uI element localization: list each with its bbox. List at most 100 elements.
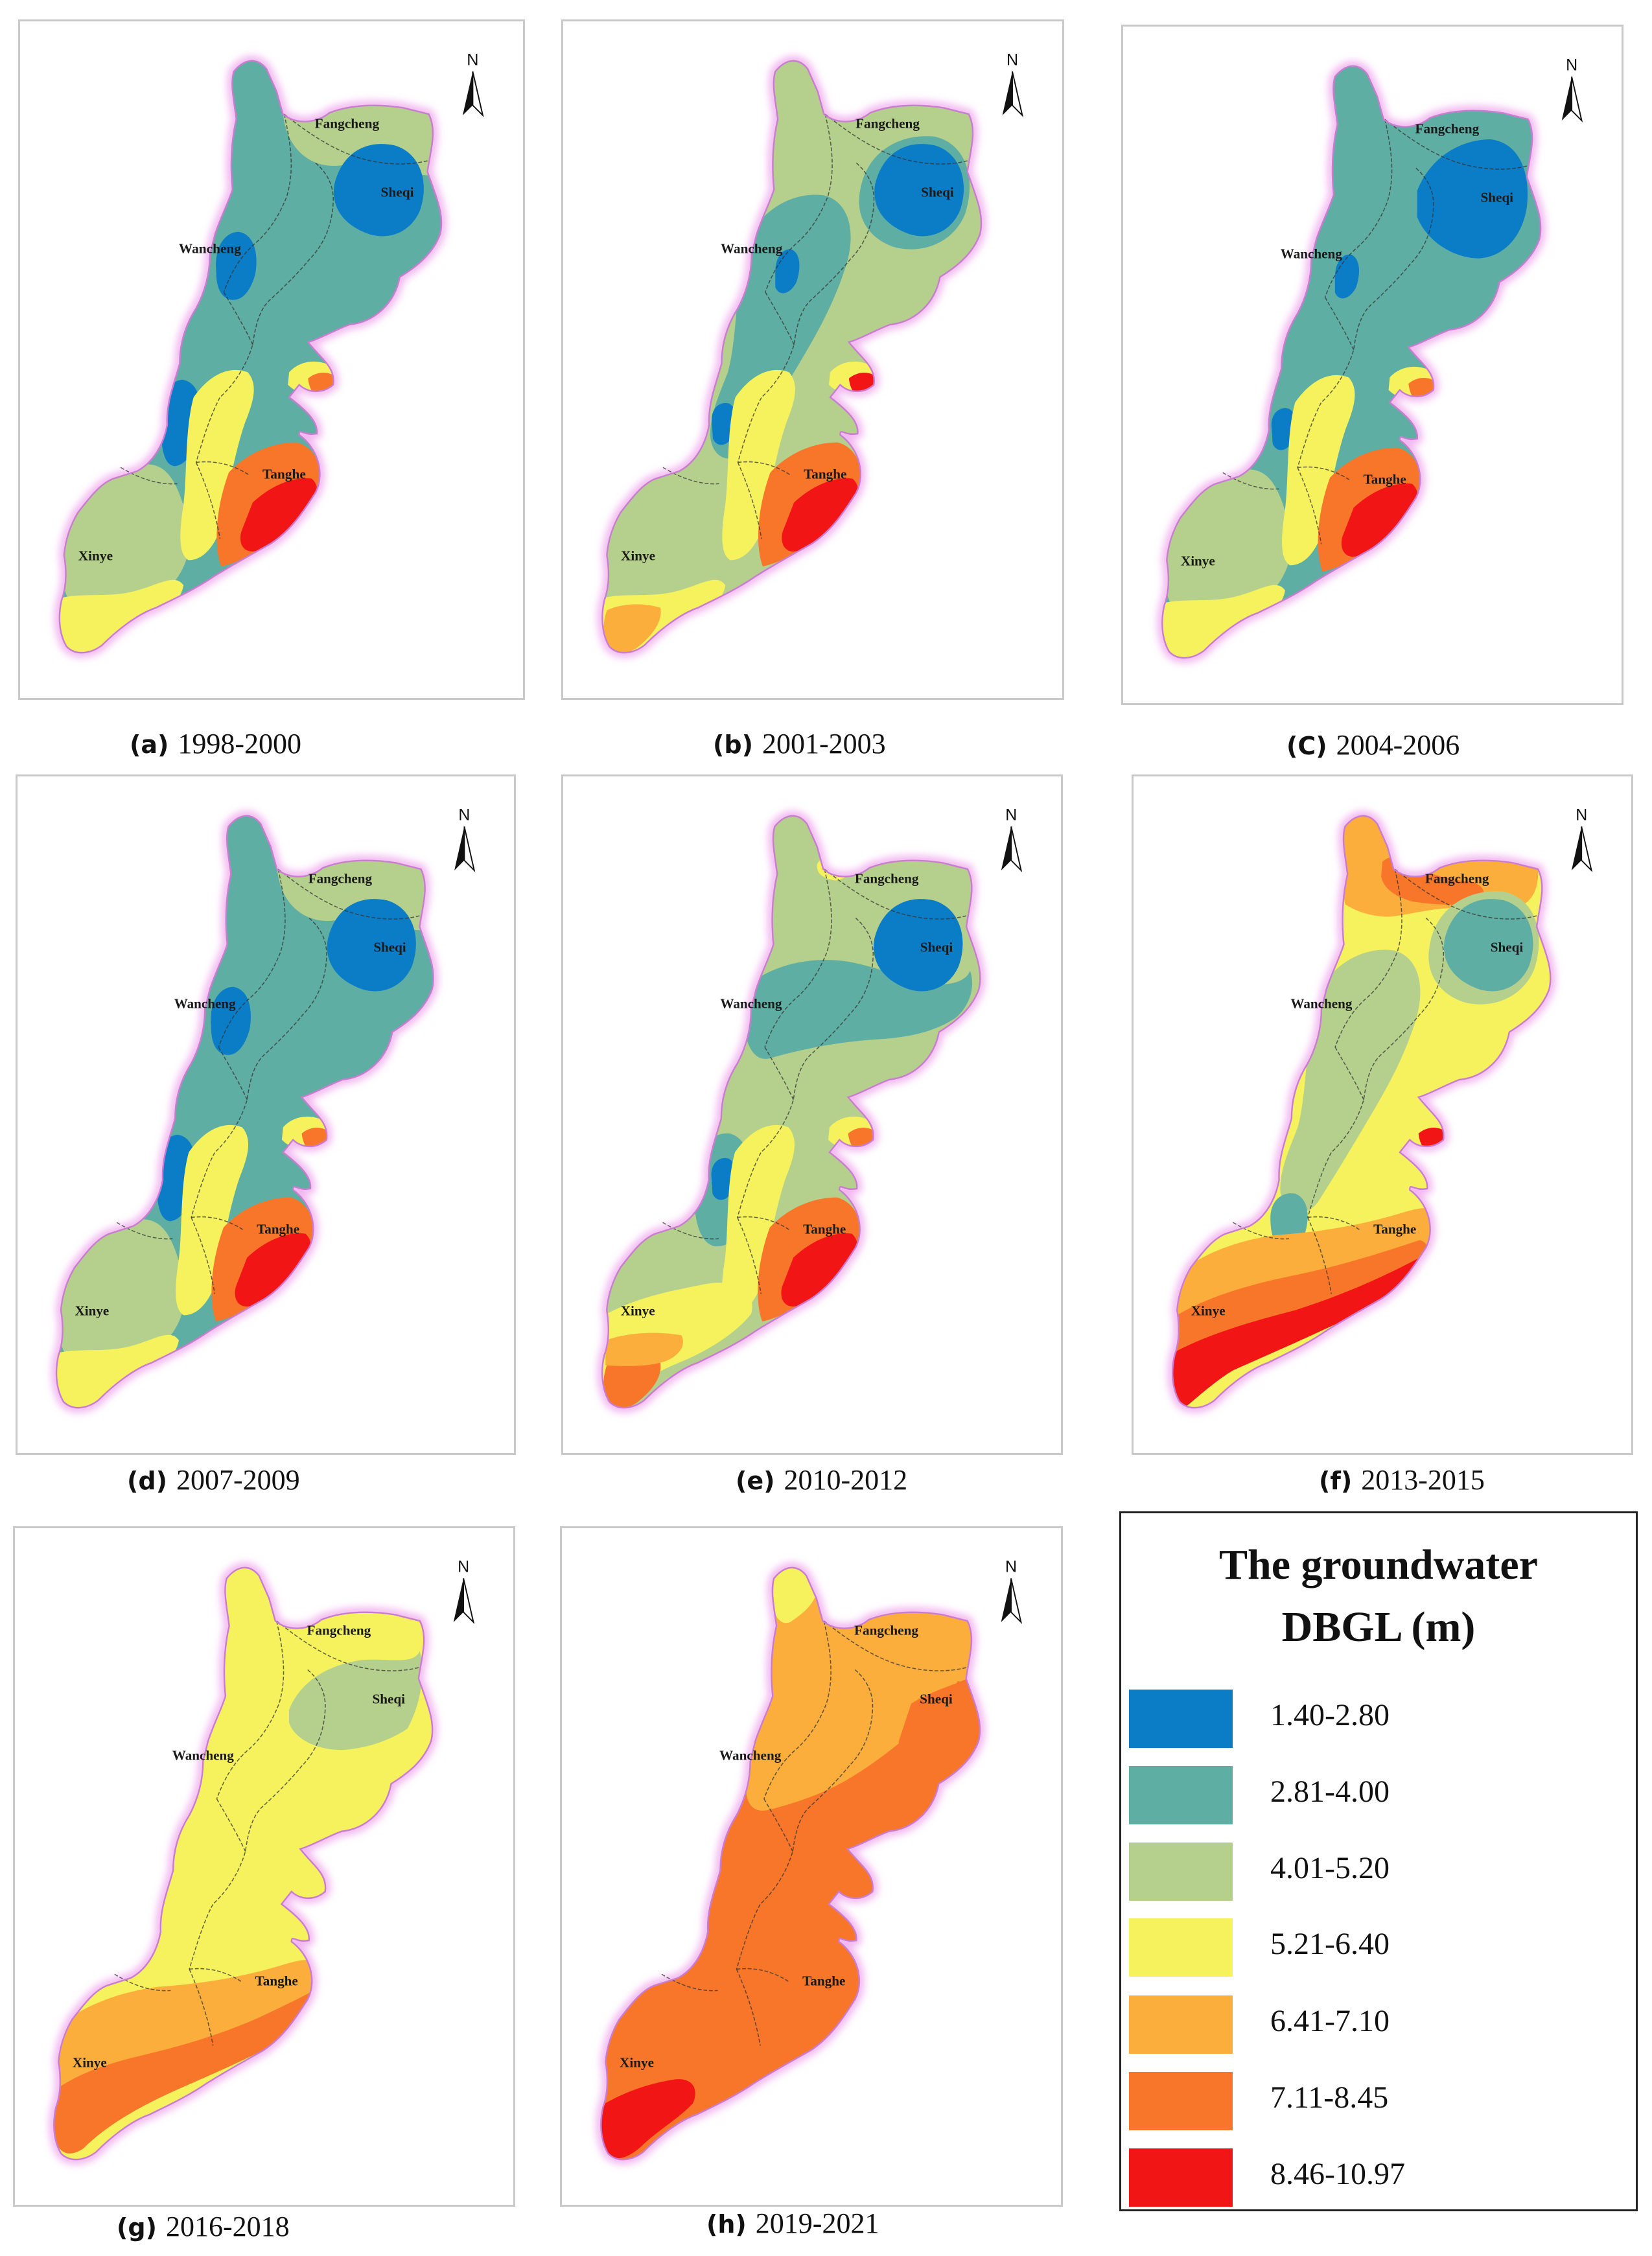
legend-item: 8.46-10.97 <box>1129 2148 1635 2207</box>
zone-west_band <box>59 1219 185 1367</box>
legend-item: 4.01-5.20 <box>1129 1843 1635 1901</box>
county-boundary <box>283 113 429 165</box>
place-label-tanghe: Tanghe <box>802 1973 845 1989</box>
legend-item: 2.81-4.00 <box>1129 1766 1635 1824</box>
county-boundary <box>1297 167 1434 468</box>
zone-sheqi <box>874 144 964 237</box>
north-letter: N <box>458 1558 469 1576</box>
map-panel-d: Fangcheng Sheqi Wancheng Tanghe Xinye N <box>16 774 516 1455</box>
map-d: Fangcheng Sheqi Wancheng Tanghe Xinye N <box>51 806 476 1413</box>
map-panel-c: Fangcheng Sheqi Wancheng Tanghe Xinye N <box>1121 25 1623 705</box>
place-label-xinye: Xinye <box>621 1303 655 1318</box>
map-g: Fangcheng Sheqi Wancheng Tanghe Xinye N <box>49 1558 475 2165</box>
county-boundary <box>737 162 875 463</box>
place-label-wancheng: Wancheng <box>1281 246 1343 262</box>
place-label-tanghe: Tanghe <box>255 1973 298 1989</box>
legend-swatch <box>1129 1690 1233 1748</box>
zone-sheqi_deep <box>883 1679 973 1827</box>
map-a: Fangcheng Sheqi Wancheng Tanghe Xinye N <box>54 51 484 658</box>
county-boundary <box>737 917 874 1218</box>
legend-label: 5.21-6.40 <box>1270 1927 1390 1961</box>
place-label-xinye: Xinye <box>75 1303 110 1318</box>
region-outline <box>1161 65 1542 659</box>
caption-a: (a) 1998-2000 <box>130 728 302 760</box>
place-label-fangcheng: Fangcheng <box>1415 121 1480 136</box>
legend-item: 1.40-2.80 <box>1129 1690 1635 1748</box>
county-boundary <box>763 1620 832 1799</box>
zone-xinye_tip <box>603 1359 661 1408</box>
zone-sheqi_large <box>1417 139 1528 259</box>
place-label-xinye: Xinye <box>621 548 655 563</box>
county-boundary <box>1394 868 1539 920</box>
county-boundary <box>765 292 795 345</box>
place-label-sheqi: Sheqi <box>920 1692 953 1707</box>
map-panel-a: Fangcheng Sheqi Wancheng Tanghe Xinye N <box>18 19 525 700</box>
county-boundary <box>1297 467 1322 544</box>
caption-d: (d) 2007-2009 <box>127 1464 300 1496</box>
legend-swatch <box>1129 1918 1233 1977</box>
county-boundary <box>1324 297 1355 351</box>
caption-g: (g) 2016-2018 <box>117 2211 290 2242</box>
county-boundary <box>765 113 833 292</box>
map-panel-e: Fangcheng Sheqi Wancheng Tanghe Xinye N <box>561 774 1063 1455</box>
caption-c: (C) 2004-2006 <box>1286 729 1460 761</box>
zone-tanghe_core <box>781 1233 857 1307</box>
place-label-tanghe: Tanghe <box>257 1222 299 1237</box>
place-label-fangcheng: Fangcheng <box>854 1622 918 1638</box>
place-label-sheqi: Sheqi <box>1491 940 1524 955</box>
county-boundary <box>662 467 719 485</box>
county-boundary <box>764 868 832 1047</box>
county-boundary <box>736 1669 874 1970</box>
county-boundary <box>196 461 250 476</box>
caption-h: (h) 2019-2021 <box>706 2207 879 2239</box>
caption-f: (f) 2013-2015 <box>1319 1464 1485 1496</box>
place-label-tanghe: Tanghe <box>1373 1222 1416 1237</box>
county-boundary <box>189 1968 242 1983</box>
place-label-xinye: Xinye <box>620 2054 654 2070</box>
north-arrow-icon: N <box>1571 806 1593 873</box>
zone-south_deep_g <box>54 1985 321 2154</box>
place-label-wancheng: Wancheng <box>721 241 783 257</box>
legend-label: 1.40-2.80 <box>1270 1698 1390 1732</box>
place-label-fangcheng: Fangcheng <box>855 870 919 886</box>
zone-east_strip <box>722 369 795 561</box>
north-letter: N <box>1576 806 1587 824</box>
county-boundary <box>218 868 286 1047</box>
legend-item: 5.21-6.40 <box>1129 1918 1635 1977</box>
zone-sheqi <box>327 899 416 992</box>
map-c: Fangcheng Sheqi Wancheng Tanghe Xinye N <box>1157 56 1583 663</box>
place-label-xinye: Xinye <box>1181 553 1215 568</box>
zone-xinye_mid <box>605 1332 683 1366</box>
place-label-fangcheng: Fangcheng <box>315 115 380 131</box>
north-arrow-icon: N <box>1001 806 1023 873</box>
zone-sheqi_green <box>288 1651 423 1750</box>
region-outline <box>1172 815 1552 1409</box>
zone-tanghe_core <box>782 478 858 552</box>
place-label-xinye: Xinye <box>73 2054 107 2070</box>
region-outline <box>58 60 443 654</box>
county-boundary <box>223 113 292 292</box>
zone-tanghe_core <box>240 478 318 552</box>
county-boundary <box>737 462 762 539</box>
north-arrow-icon: N <box>454 806 476 873</box>
map-panel-b: Fangcheng Sheqi Wancheng Tanghe Xinye N <box>561 19 1064 700</box>
north-letter: N <box>458 806 470 824</box>
county-boundary <box>277 868 421 920</box>
county-boundary <box>218 1047 248 1100</box>
map-b: Fangcheng Sheqi Wancheng Tanghe Xinye N <box>597 51 1024 658</box>
zone-wancheng_small <box>775 249 800 294</box>
legend-item: 7.11-8.45 <box>1129 2072 1635 2130</box>
county-boundary <box>1307 1216 1360 1231</box>
zone-south_tip <box>56 1334 179 1408</box>
county-boundary <box>1334 1047 1364 1100</box>
county-boundary <box>661 1973 718 1992</box>
county-boundary <box>195 462 221 539</box>
county-boundary <box>1307 917 1444 1218</box>
county-boundary <box>189 1669 326 1970</box>
zone-east_strip <box>721 1124 795 1316</box>
county-boundary <box>216 1798 246 1852</box>
place-label-xinye: Xinye <box>1191 1303 1226 1318</box>
place-label-sheqi: Sheqi <box>381 185 414 200</box>
county-boundary <box>216 1620 285 1799</box>
county-boundary <box>276 1620 421 1671</box>
